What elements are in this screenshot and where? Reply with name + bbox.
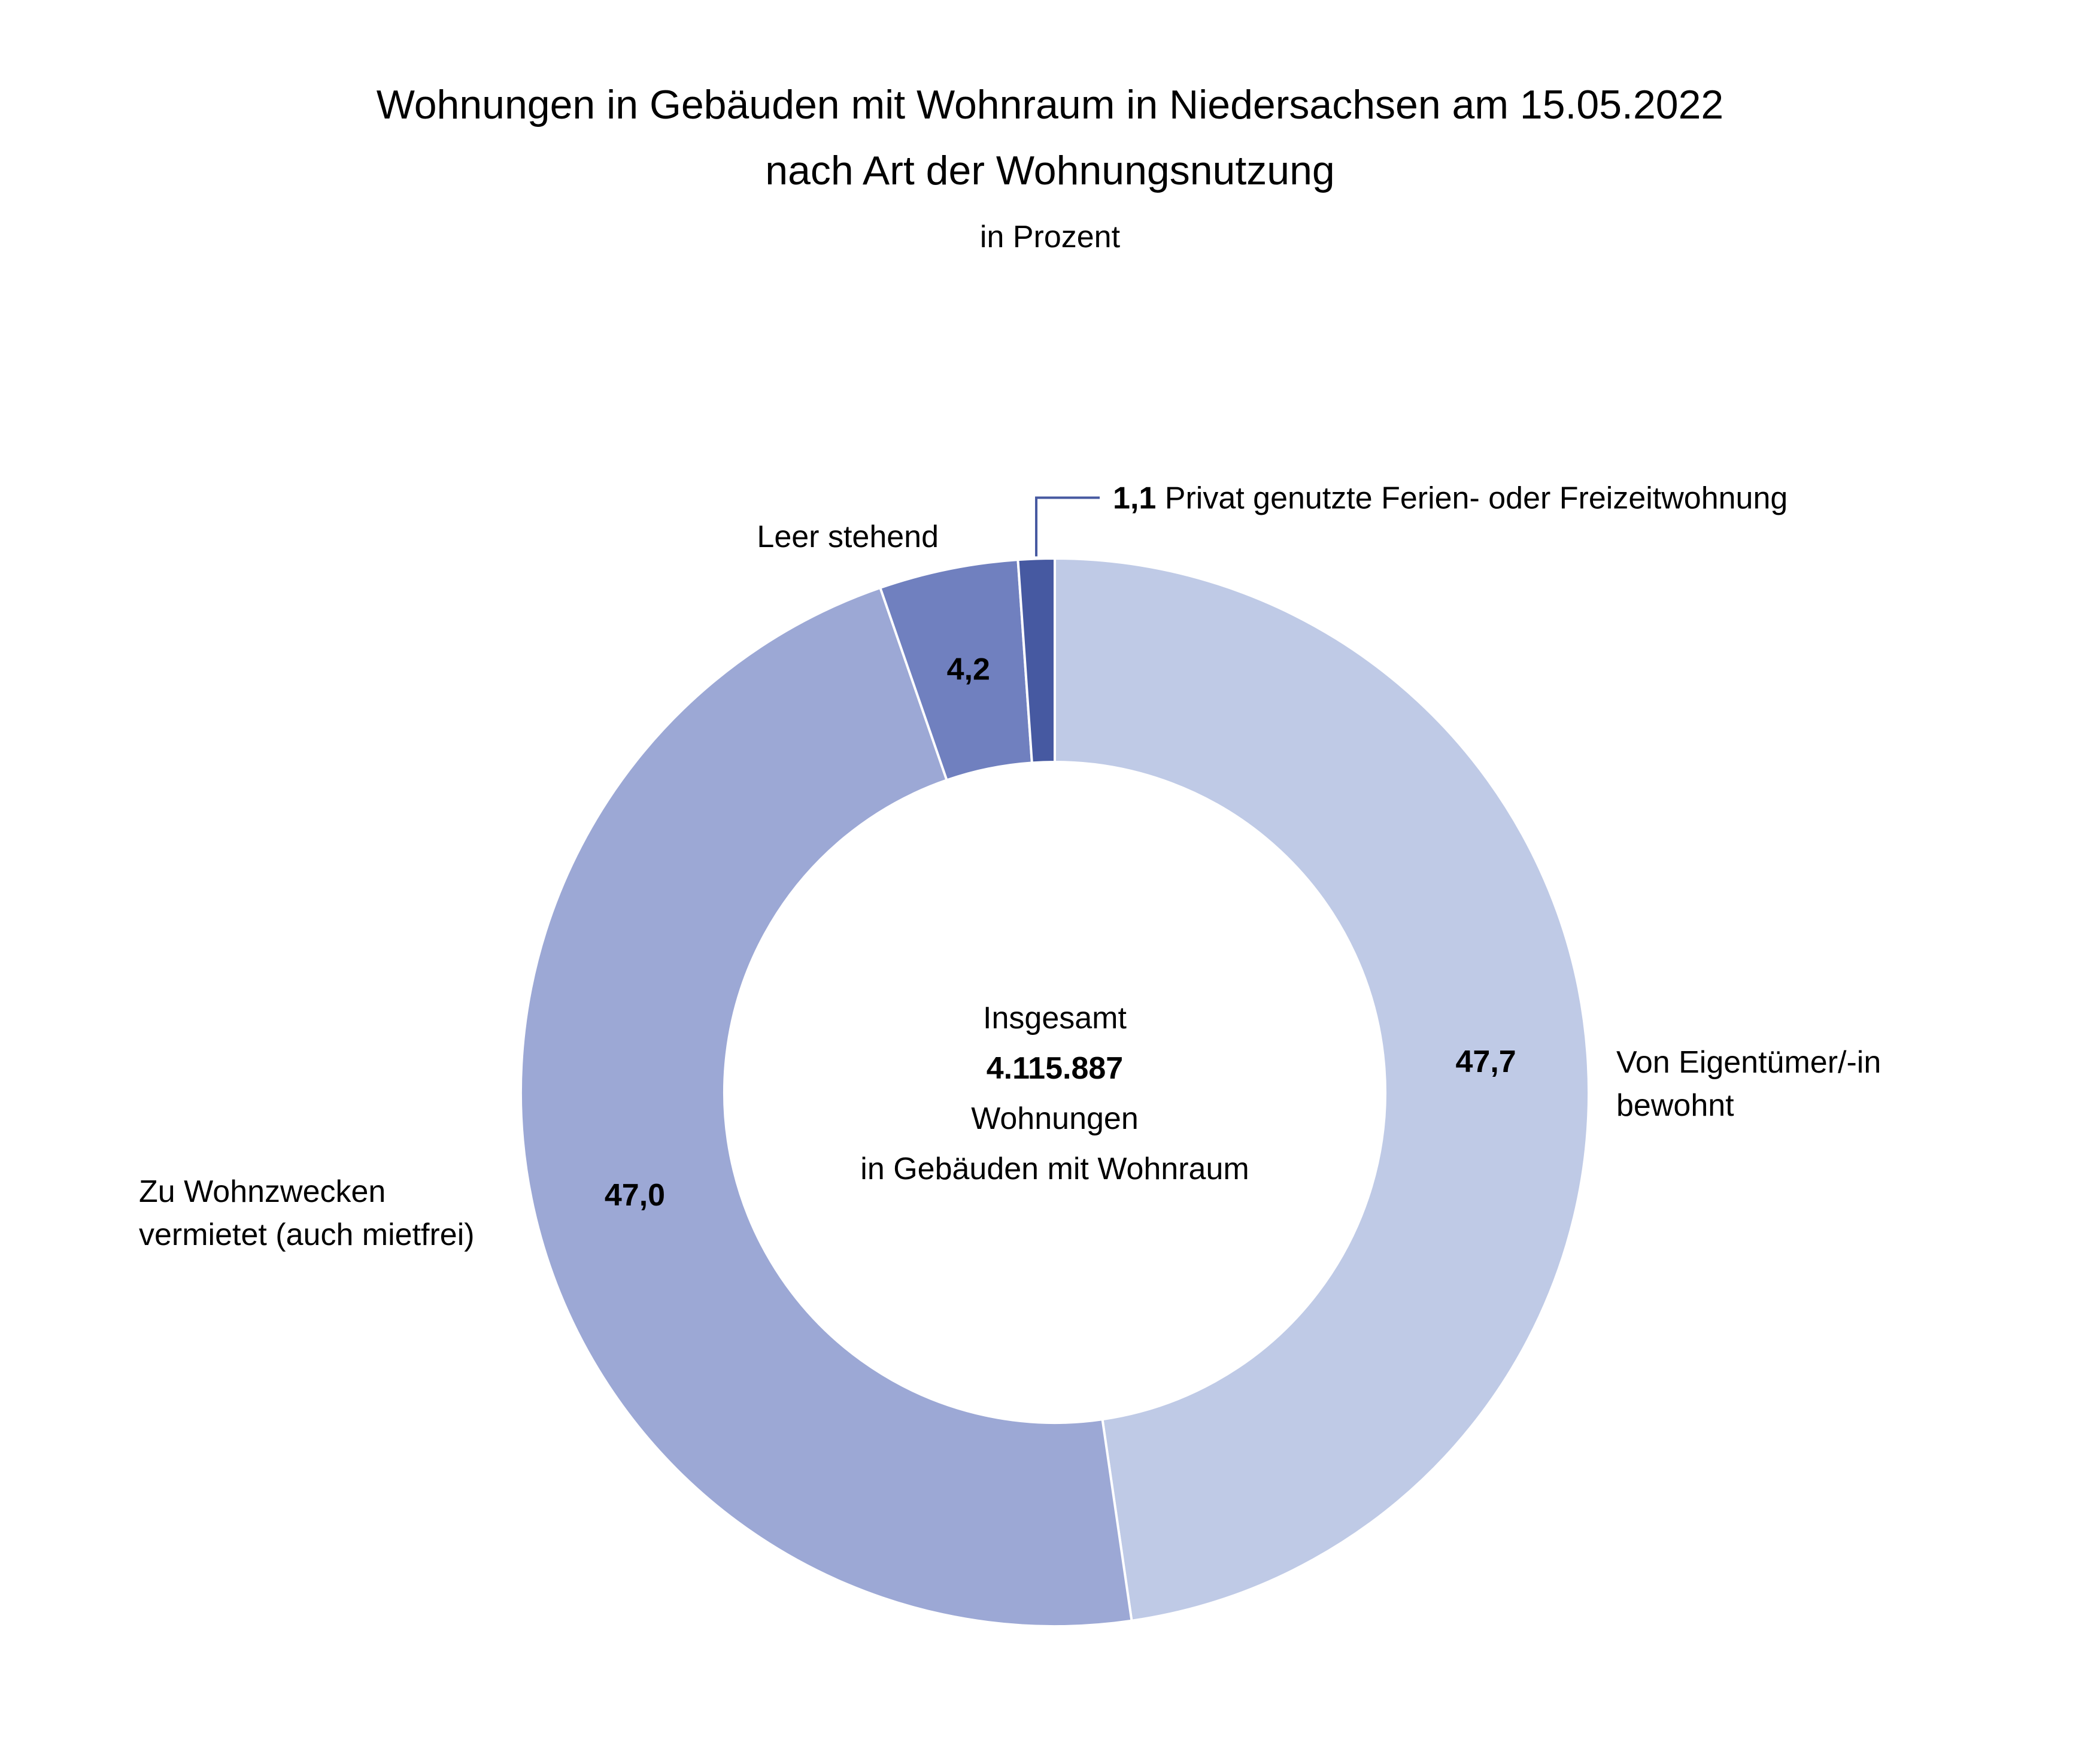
chart-title: Wohnungen in Gebäuden mit Wohnraum in Ni… (377, 82, 1723, 127)
center-label-gebaeude: in Gebäuden mit Wohnraum (860, 1152, 1249, 1186)
slice-value-label-2: 4,2 (947, 652, 990, 687)
slice-category-label-1: Zu Wohnzwecken vermietet (auch mietfrei) (139, 1174, 475, 1252)
callout-leader-line (1035, 496, 1100, 557)
slice-category-label-2: Leer stehend (757, 520, 939, 554)
donut-slice-1 (520, 586, 1133, 1627)
center-total-value: 4.115.887 (987, 1051, 1123, 1086)
donut-slice-0 (1054, 557, 1590, 1622)
slice-value-label-0: 47,7 (1456, 1044, 1516, 1079)
donut-slice-3 (1016, 557, 1056, 764)
chart-title-line2: nach Art der Wohnungsnutzung (765, 148, 1334, 193)
slice-category-label-0: Von Eigentümer/-in bewohnt (1616, 1045, 1881, 1123)
center-label-insgesamt: Insgesamt (983, 1001, 1127, 1036)
slice-value-label-3: 1,1 (1113, 481, 1156, 516)
donut-slices (520, 557, 1590, 1627)
chart-subtitle: in Prozent (980, 220, 1121, 254)
slice-value-label-1: 47,0 (605, 1178, 665, 1213)
slice-callout-label-3: 1,1 Privat genutzte Ferien- oder Freizei… (1113, 481, 1788, 516)
center-label-wohnungen: Wohnungen (971, 1101, 1139, 1136)
slice-category-text-3: Privat genutzte Ferien- oder Freizeitwoh… (1156, 481, 1788, 516)
donut-labels: 47,7 Von Eigentümer/-in bewohnt 47,0 Zu Wohn… (139, 481, 1881, 1252)
